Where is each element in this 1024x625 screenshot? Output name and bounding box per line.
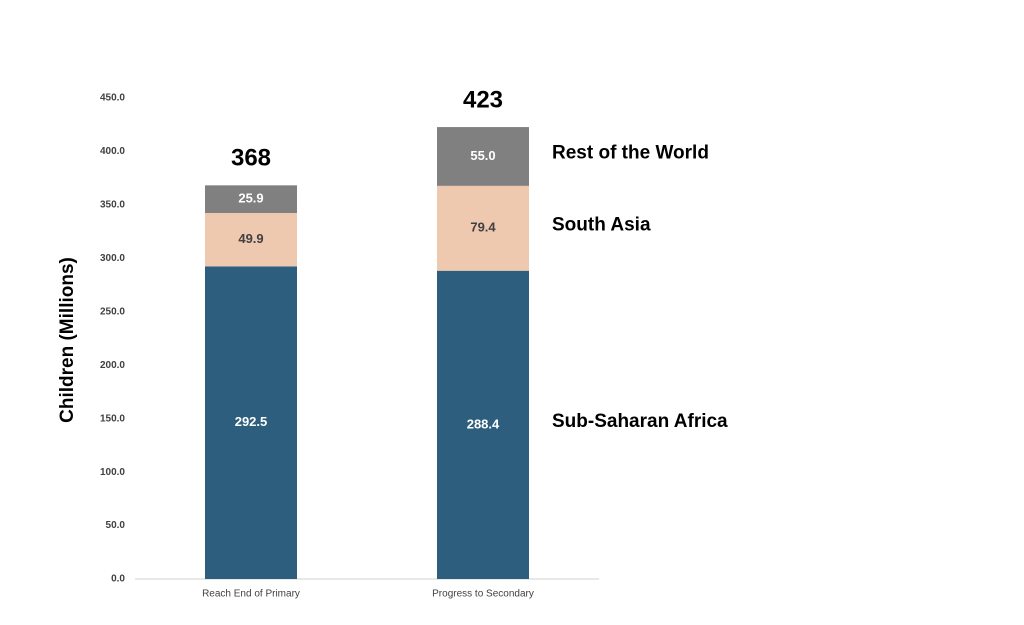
y-tick-label: 350.0 xyxy=(100,200,125,211)
bar-segment xyxy=(205,266,297,579)
y-tick-label: 150.0 xyxy=(100,413,125,424)
y-tick-label: 400.0 xyxy=(100,146,125,157)
bar-segment xyxy=(205,213,297,267)
y-tick-label: 50.0 xyxy=(106,520,126,531)
legend-label: South Asia xyxy=(552,214,651,235)
bar-segment xyxy=(437,185,529,271)
data-label: 292.5 xyxy=(235,414,268,429)
y-tick-label: 0.0 xyxy=(111,574,125,585)
bar-segment xyxy=(205,185,297,214)
y-tick-label: 100.0 xyxy=(100,467,125,478)
data-label: 79.4 xyxy=(470,220,496,235)
y-tick-label: 200.0 xyxy=(100,360,125,371)
legend-label: Rest of the World xyxy=(552,142,709,163)
total-label: 423 xyxy=(463,86,503,113)
data-label: 288.4 xyxy=(467,416,500,431)
bar-segment xyxy=(437,127,529,186)
total-label: 368 xyxy=(231,145,271,172)
data-label: 49.9 xyxy=(238,231,263,246)
y-axis-label: Children (Millions) xyxy=(57,257,78,423)
y-tick-label: 250.0 xyxy=(100,306,125,317)
bar-segment xyxy=(437,270,529,579)
data-label: 25.9 xyxy=(238,191,263,206)
y-tick-label: 450.0 xyxy=(100,93,125,104)
x-tick-label: Reach End of Primary xyxy=(202,589,300,600)
x-tick-label: Progress to Secondary xyxy=(432,589,534,600)
data-label: 55.0 xyxy=(470,148,495,163)
legend-label: Sub-Saharan Africa xyxy=(552,411,728,432)
y-tick-label: 300.0 xyxy=(100,253,125,264)
